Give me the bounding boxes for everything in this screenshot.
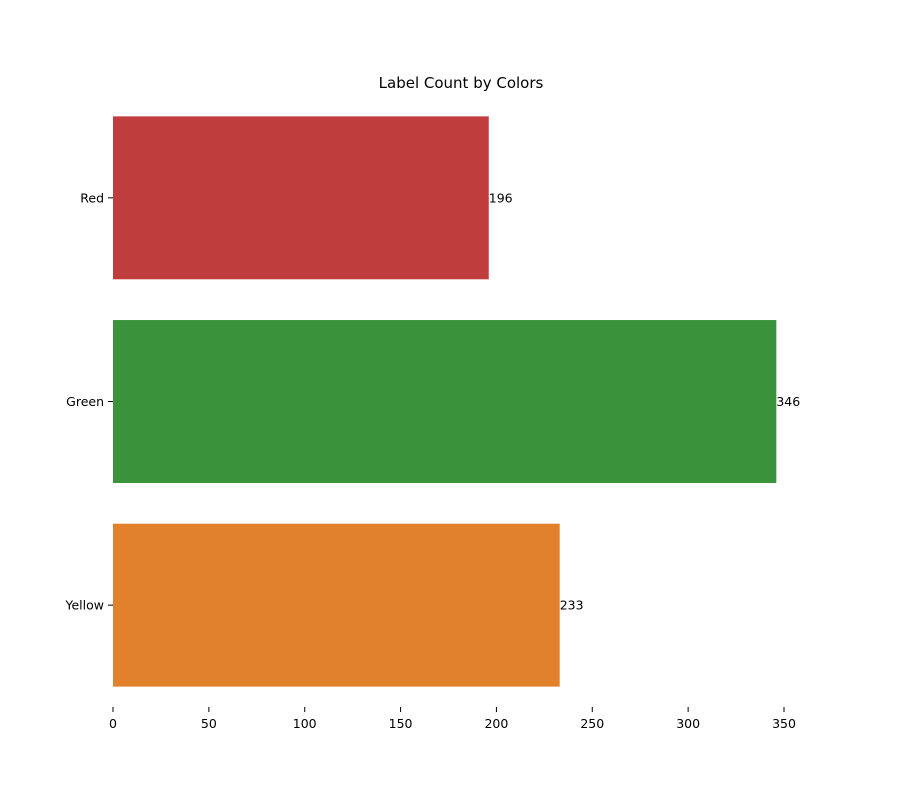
x-axis: 0 50 100 150 200 250 300 350 xyxy=(109,707,796,731)
x-tick-label-250: 250 xyxy=(580,716,604,731)
x-tick-label-50: 50 xyxy=(201,716,217,731)
x-tick-label-300: 300 xyxy=(676,716,700,731)
bars-layer xyxy=(113,116,777,687)
x-tick-label-100: 100 xyxy=(293,716,317,731)
x-tick-label-150: 150 xyxy=(389,716,413,731)
data-label-green: 346 xyxy=(776,394,800,409)
y-tick-label-red: Red xyxy=(80,190,104,205)
y-tick-label-green: Green xyxy=(66,394,104,409)
x-tick-label-0: 0 xyxy=(109,716,117,731)
data-label-red: 196 xyxy=(489,190,513,205)
bar-green xyxy=(113,320,777,483)
bar-yellow xyxy=(113,523,560,687)
data-labels: 196 346 233 xyxy=(489,190,800,612)
y-axis: Red Green Yellow xyxy=(65,190,113,613)
x-tick-label-350: 350 xyxy=(772,716,796,731)
y-tick-label-yellow: Yellow xyxy=(65,598,104,613)
data-label-yellow: 233 xyxy=(560,598,584,613)
chart-title: Label Count by Colors xyxy=(379,74,544,92)
x-tick-label-200: 200 xyxy=(484,716,508,731)
bar-red xyxy=(113,116,489,280)
